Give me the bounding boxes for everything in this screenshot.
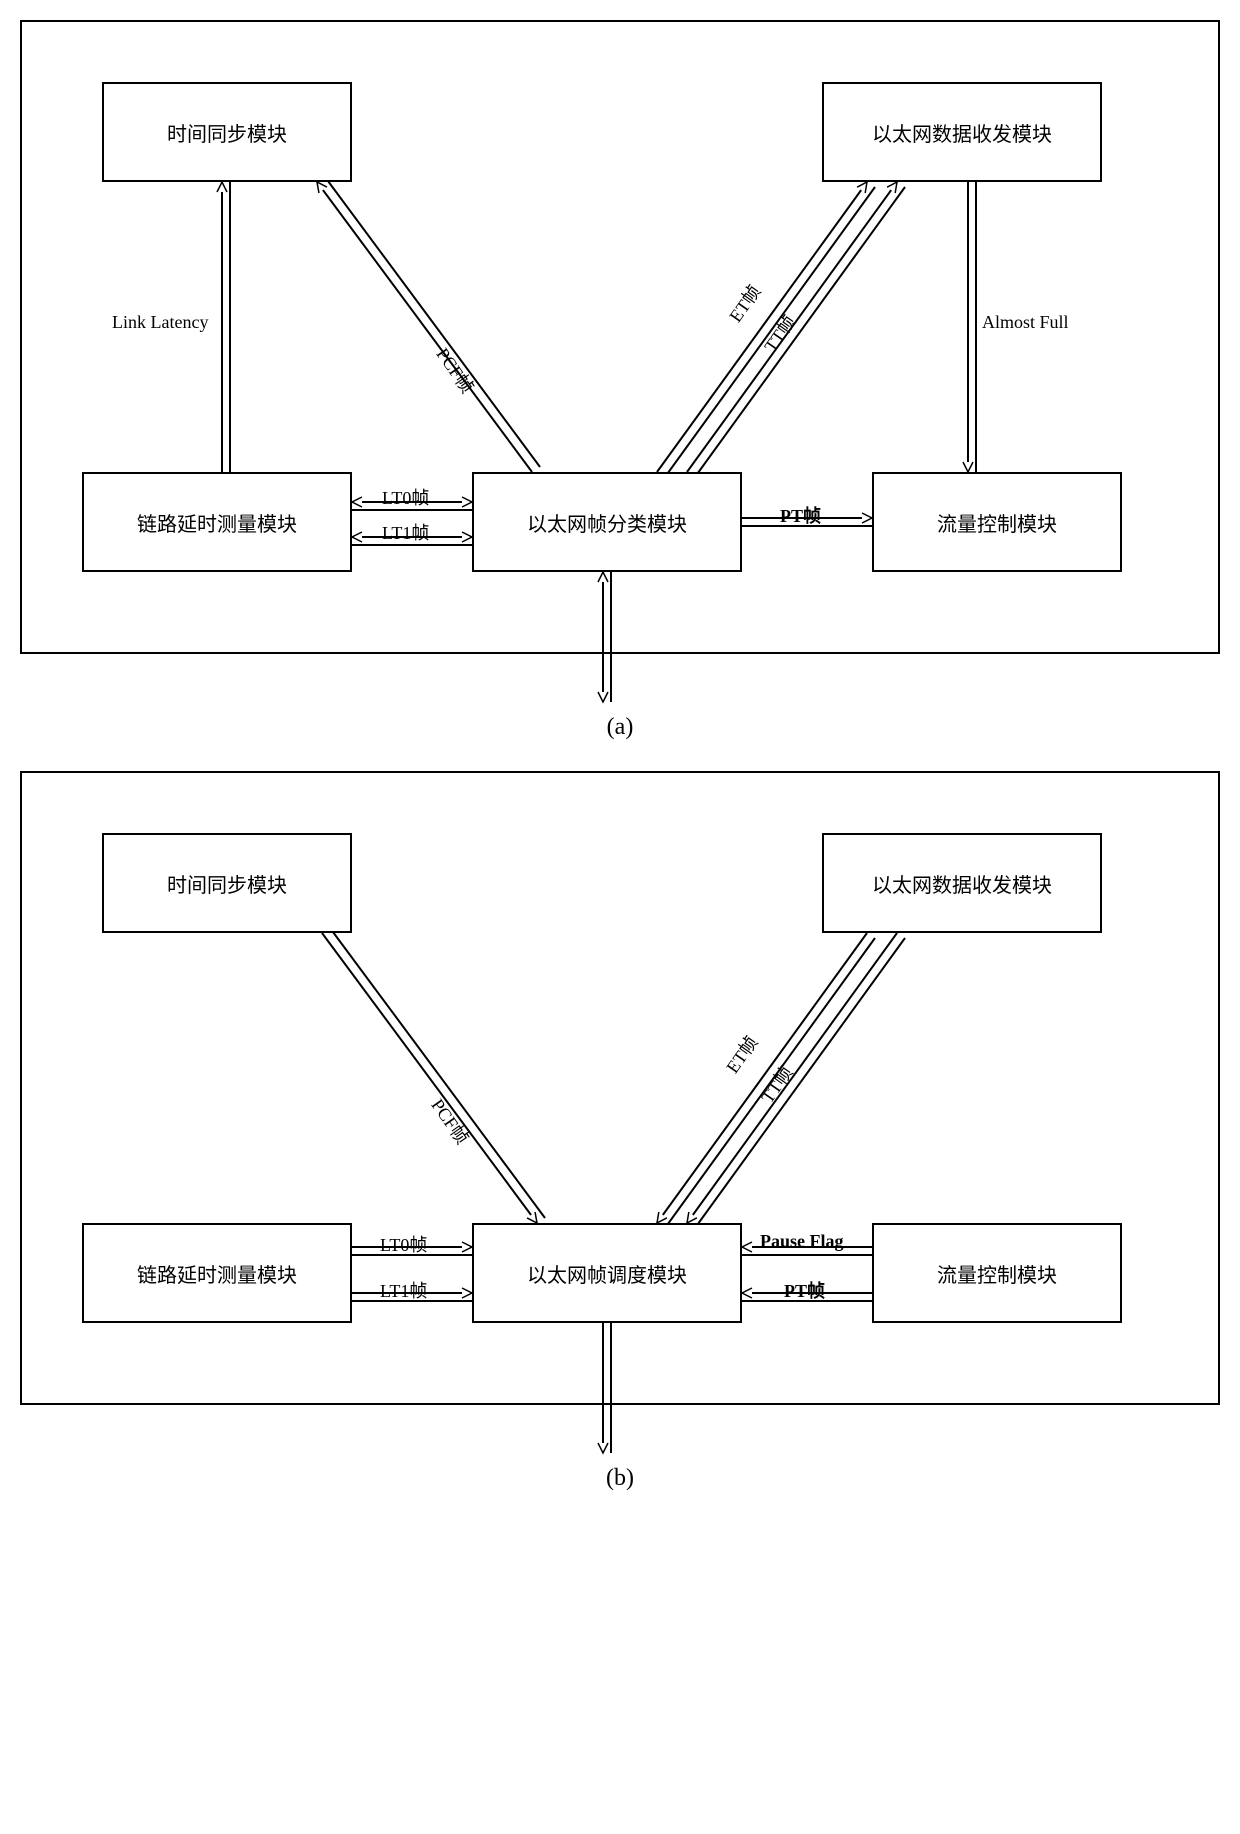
edge-tt-b	[687, 933, 905, 1228]
edge-label-tt-a: TT帧	[757, 309, 801, 357]
node-timesync-a: 时间同步模块	[102, 82, 352, 182]
edge-label-pcf-b: PCF帧	[426, 1093, 476, 1149]
edge-label-lt0-a: LT0帧	[382, 484, 429, 510]
edge-label-tt-b: TT帧	[754, 1060, 798, 1108]
node-label: 以太网帧调度模块	[527, 1259, 687, 1288]
node-label: 链路延时测量模块	[137, 508, 297, 537]
node-label: 链路延时测量模块	[137, 1259, 297, 1288]
node-schedule-b: 以太网帧调度模块	[472, 1223, 742, 1323]
diagram-root: 时间同步模块 以太网数据收发模块 链路延时测量模块 以太网帧分类模块 流量控制模…	[20, 20, 1220, 1492]
node-label: 以太网帧分类模块	[527, 508, 687, 537]
edge-label-pauseflag-b: Pause Flag	[760, 1231, 844, 1252]
panel-a: 时间同步模块 以太网数据收发模块 链路延时测量模块 以太网帧分类模块 流量控制模…	[20, 20, 1220, 654]
edge-label-et-b: ET帧	[719, 1030, 763, 1078]
node-ethtxrx-b: 以太网数据收发模块	[822, 833, 1102, 933]
node-label: 以太网数据收发模块	[872, 869, 1052, 898]
edge-almostfull-a	[968, 182, 976, 472]
edge-label-linklatency-a: Link Latency	[112, 312, 208, 333]
node-label: 流量控制模块	[937, 1259, 1057, 1288]
node-ethtxrx-a: 以太网数据收发模块	[822, 82, 1102, 182]
edge-label-lt1-a: LT1帧	[382, 519, 429, 545]
edge-external-a	[603, 572, 611, 702]
caption-a: (a)	[20, 714, 1220, 741]
node-label: 时间同步模块	[167, 869, 287, 898]
node-label: 时间同步模块	[167, 118, 287, 147]
edge-label-lt0-b: LT0帧	[380, 1231, 427, 1257]
edge-label-lt1-b: LT1帧	[380, 1277, 427, 1303]
caption-b: (b)	[20, 1465, 1220, 1492]
edge-pcf-b	[322, 928, 545, 1223]
node-label: 以太网数据收发模块	[872, 118, 1052, 147]
node-label: 流量控制模块	[937, 508, 1057, 537]
edge-linklatency-a	[222, 182, 230, 472]
edge-label-et-a: ET帧	[722, 279, 766, 327]
edge-label-almostfull-a: Almost Full	[982, 312, 1069, 333]
panel-b: 时间同步模块 以太网数据收发模块 链路延时测量模块 以太网帧调度模块 流量控制模…	[20, 771, 1220, 1405]
node-classify-a: 以太网帧分类模块	[472, 472, 742, 572]
node-flowctl-a: 流量控制模块	[872, 472, 1122, 572]
edge-label-pcf-a: PCF帧	[431, 342, 481, 398]
edge-label-pt-a: PT帧	[780, 502, 821, 528]
node-linkdelay-a: 链路延时测量模块	[82, 472, 352, 572]
edge-external-b	[603, 1323, 611, 1453]
node-timesync-b: 时间同步模块	[102, 833, 352, 933]
node-flowctl-b: 流量控制模块	[872, 1223, 1122, 1323]
edge-label-pt-b: PT帧	[784, 1277, 825, 1303]
node-linkdelay-b: 链路延时测量模块	[82, 1223, 352, 1323]
edge-pcf-a	[317, 177, 540, 472]
